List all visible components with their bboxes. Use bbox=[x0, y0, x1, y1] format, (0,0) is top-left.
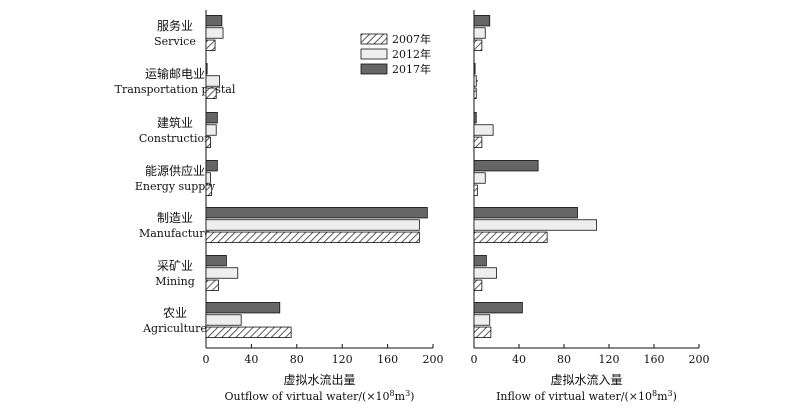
bar-outflow-2017年 bbox=[205, 112, 218, 124]
bar-outflow-2007年 bbox=[205, 279, 219, 291]
category-label-en: Agriculture bbox=[142, 322, 207, 335]
category-label-en: Construction bbox=[139, 132, 211, 145]
category-label-en: Energy supply bbox=[135, 180, 216, 193]
x-tick-label: 0 bbox=[471, 353, 478, 366]
bar-inflow-2012年 bbox=[473, 124, 494, 136]
bar-outflow-2007年 bbox=[205, 231, 420, 243]
bar-inflow-2007年 bbox=[473, 184, 478, 196]
x-tick-label: 40 bbox=[244, 353, 258, 366]
bar-outflow-2012年 bbox=[205, 27, 224, 39]
bar-inflow-2017年 bbox=[473, 112, 477, 124]
x-tick-label: 200 bbox=[689, 353, 710, 366]
legend-label: 2007年 bbox=[392, 32, 431, 46]
category-label-cn: 采矿业 bbox=[157, 259, 193, 273]
bar-inflow-2012年 bbox=[473, 314, 491, 326]
bar-outflow-2017年 bbox=[205, 302, 281, 314]
bar-inflow-2017年 bbox=[473, 160, 539, 172]
bar-inflow-2017年 bbox=[473, 255, 487, 267]
x-tick-label: 80 bbox=[557, 353, 571, 366]
x-tick-label: 160 bbox=[377, 353, 398, 366]
bar-inflow-2017年 bbox=[473, 207, 578, 219]
legend-swatch bbox=[360, 48, 388, 60]
category-label-en: Manufacture bbox=[139, 227, 211, 240]
bar-inflow-2017年 bbox=[473, 15, 491, 27]
bar-outflow-2017年 bbox=[205, 160, 218, 172]
category-label-cn: 运输邮电业 bbox=[145, 66, 205, 81]
x-tick-label: 0 bbox=[203, 353, 210, 366]
bar-inflow-2012年 bbox=[473, 267, 497, 279]
category-label-cn: 能源供应业 bbox=[145, 163, 205, 178]
x-tick-label: 200 bbox=[423, 353, 444, 366]
bar-inflow-2012年 bbox=[473, 27, 486, 39]
category-label-en: Mining bbox=[155, 275, 195, 288]
inflow-panel: 0 40 80 120 160 200 虚拟水流入量 Inflow of virtual wa… bbox=[471, 10, 710, 403]
bar-outflow-2007年 bbox=[205, 184, 213, 196]
bar-inflow-2012年 bbox=[473, 75, 477, 87]
bar-inflow-2017年 bbox=[473, 302, 523, 314]
bar-inflow-2007年 bbox=[473, 326, 492, 338]
bar-outflow-2007年 bbox=[205, 326, 292, 338]
bar-outflow-2012年 bbox=[205, 172, 211, 184]
bar-outflow-2012年 bbox=[205, 124, 217, 136]
x-tick-label: 80 bbox=[290, 353, 304, 366]
bar-inflow-2007年 bbox=[473, 39, 483, 51]
bar-outflow-2007年 bbox=[205, 87, 217, 99]
bar-outflow-2012年 bbox=[205, 314, 242, 326]
bar-inflow-2007年 bbox=[473, 231, 548, 243]
bar-outflow-2017年 bbox=[205, 63, 208, 75]
x-axis-label-cn: 虚拟水流入量 bbox=[550, 373, 622, 387]
category-label-cn: 建筑业 bbox=[157, 115, 193, 130]
legend-label: 2012年 bbox=[392, 47, 431, 61]
category-label-cn: 服务业 bbox=[157, 18, 193, 33]
outflow-panel: 0 40 80 120 160 200 虚拟水流出量 Outflow of virtual w… bbox=[203, 10, 444, 403]
bar-outflow-2017年 bbox=[205, 15, 223, 27]
bar-outflow-2017年 bbox=[205, 255, 227, 267]
legend-swatch bbox=[360, 63, 388, 75]
x-axis-label-en: Outflow of virtual water/(×108m3) bbox=[225, 389, 415, 403]
x-tick-label: 40 bbox=[512, 353, 526, 366]
legend-label: 2017年 bbox=[392, 62, 431, 76]
category-label-cn: 制造业 bbox=[157, 211, 193, 225]
bar-outflow-2012年 bbox=[205, 267, 239, 279]
bar-outflow-2012年 bbox=[205, 219, 420, 231]
bar-outflow-2012年 bbox=[205, 75, 221, 87]
bar-inflow-2017年 bbox=[473, 63, 476, 75]
legend-swatch bbox=[360, 33, 388, 45]
bar-inflow-2007年 bbox=[473, 87, 477, 99]
bar-inflow-2012年 bbox=[473, 172, 486, 184]
bar-outflow-2017年 bbox=[205, 207, 428, 219]
category-label-en: Service bbox=[154, 35, 196, 48]
bar-inflow-2012年 bbox=[473, 219, 598, 231]
bar-outflow-2007年 bbox=[205, 39, 216, 51]
x-tick-label: 160 bbox=[644, 353, 665, 366]
x-axis-label-en: Inflow of virtual water/(×108m3) bbox=[496, 389, 677, 403]
x-tick-label: 120 bbox=[599, 353, 620, 366]
bar-inflow-2007年 bbox=[473, 279, 483, 291]
category-label-cn: 农业 bbox=[163, 306, 187, 320]
x-axis-label-cn: 虚拟水流出量 bbox=[283, 373, 355, 387]
x-tick-label: 120 bbox=[332, 353, 353, 366]
bar-outflow-2007年 bbox=[205, 136, 211, 148]
bar-inflow-2007年 bbox=[473, 136, 483, 148]
